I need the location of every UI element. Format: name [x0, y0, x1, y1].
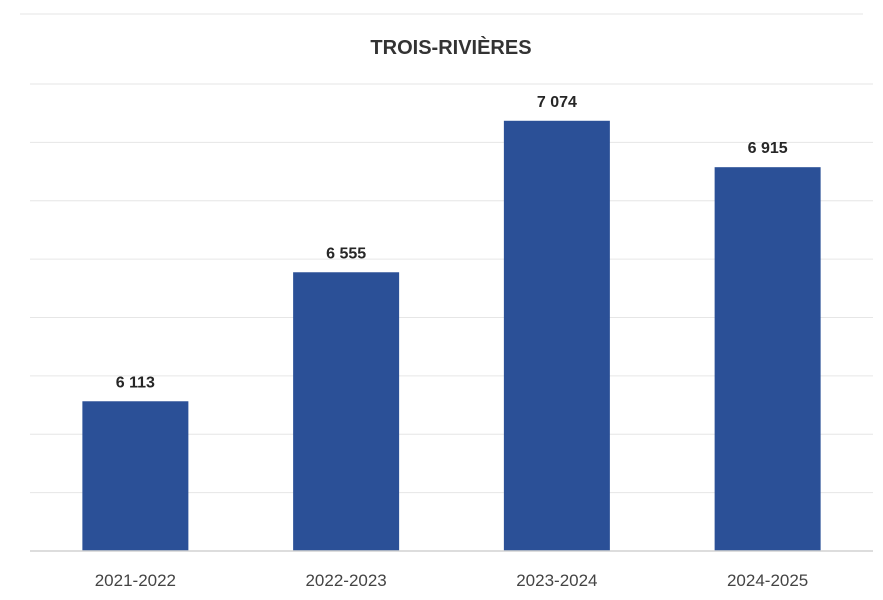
bar-2022-2023	[293, 272, 400, 551]
bars	[82, 120, 821, 552]
x-tick-label: 2023-2024	[516, 571, 597, 590]
bar-2024-2025	[714, 167, 821, 551]
x-tick-label: 2022-2023	[305, 571, 386, 590]
data-label: 6 555	[326, 245, 366, 262]
x-tick-label: 2024-2025	[727, 571, 808, 590]
data-label: 7 074	[537, 94, 577, 111]
data-label: 6 915	[748, 140, 788, 157]
chart-title: TROIS-RIVIÈRES	[370, 36, 531, 59]
data-labels: 6 113 6 555 7 074 6 915	[116, 94, 788, 391]
x-tick-label: 2021-2022	[95, 571, 176, 590]
data-label: 6 113	[116, 374, 155, 391]
bar-2021-2022	[82, 401, 189, 551]
x-axis-tick-labels: 2021-2022 2022-2023 2023-2024 2024-2025	[95, 571, 809, 590]
bar-2023-2024	[503, 120, 610, 552]
